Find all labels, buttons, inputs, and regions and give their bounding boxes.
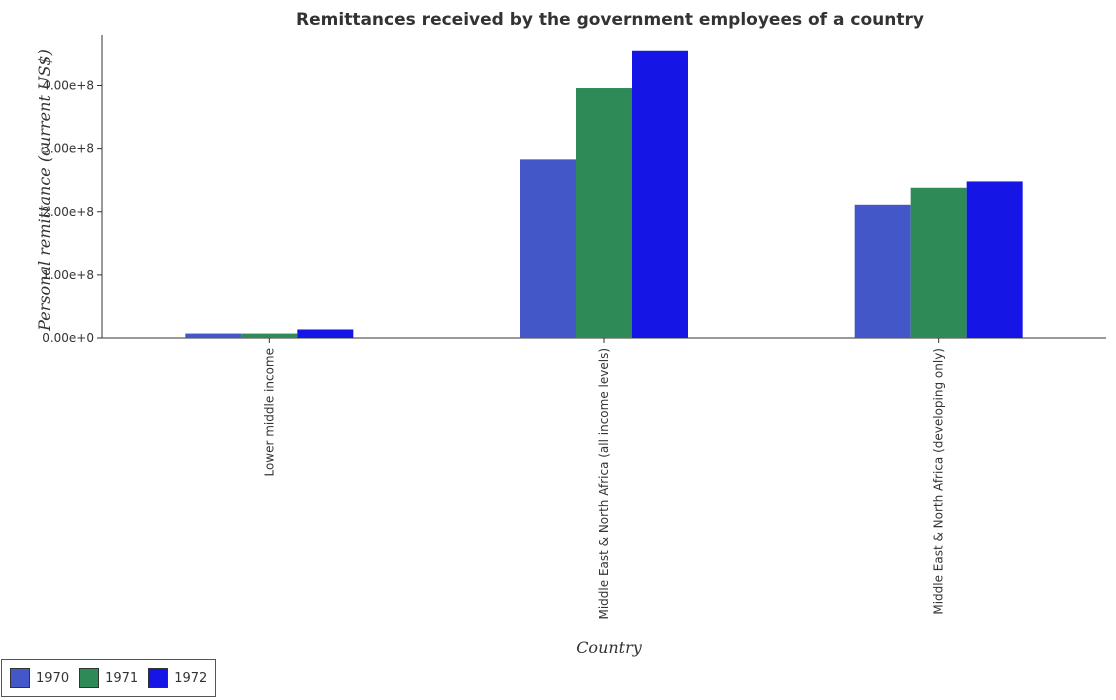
x-tick-label: Middle East & North Africa (all income l… [597,348,611,620]
bar-1972 [297,329,354,338]
legend-label-1970: 1970 [36,670,70,686]
chart-title: Remittances received by the government e… [296,10,924,30]
legend-item-1970: 1970 [10,668,69,688]
bar-1971 [241,333,298,338]
bar-1970 [520,159,576,338]
y-tick-label: 2.00e+8 [42,205,94,219]
y-tick-label: 1.00e+8 [42,268,94,282]
legend-swatch-1971 [79,668,100,688]
legend-label-1972: 1972 [174,670,208,686]
y-tick-label: 4.00e+8 [42,79,94,93]
legend-item-1971: 1971 [79,668,138,688]
bar-1972 [632,50,688,338]
y-tick-label: 0.00e+0 [42,331,94,345]
bars-group [185,50,1023,339]
bar-1970 [185,333,242,338]
y-axis-label: Personal remittance (current US$) [35,49,54,332]
legend-label-1971: 1971 [105,670,139,686]
legend-swatch-1970 [10,668,30,688]
bar-1970 [854,204,911,338]
legend-item-1972: 1972 [148,668,207,688]
x-axis-label: Country [576,638,643,657]
legend: 1970 1971 1972 [1,659,217,697]
y-axis-ticks: 0.00e+0 1.00e+8 2.00e+8 3.00e+8 4.00e+8 [42,79,102,345]
y-tick-label: 3.00e+8 [42,142,94,156]
x-axis-ticks: Lower middle income Middle East & North A… [262,338,946,620]
x-tick-label: Middle East & North Africa (developing o… [932,348,946,615]
bar-1972 [966,181,1023,338]
bar-1971 [576,88,632,339]
legend-swatch-1972 [148,668,169,688]
bar-1971 [910,187,967,338]
x-tick-label: Lower middle income [262,348,276,477]
